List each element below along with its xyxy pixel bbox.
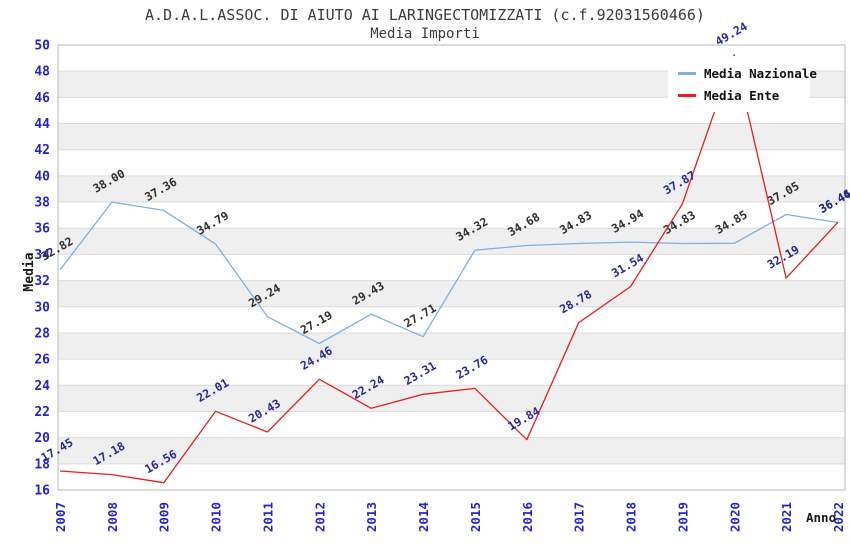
y-tick-label: 24 xyxy=(34,379,50,394)
legend-line-swatch-blue-icon xyxy=(678,71,696,75)
x-tick-label: 2016 xyxy=(520,502,535,532)
plot-band xyxy=(58,306,845,333)
y-tick-label: 28 xyxy=(34,326,50,341)
y-tick-label: 44 xyxy=(34,117,50,132)
data-point-label: 49.24 xyxy=(713,19,750,48)
y-tick-label: 40 xyxy=(34,169,50,184)
x-tick-label: 2012 xyxy=(312,502,327,532)
plot-band xyxy=(58,332,845,360)
plot-border xyxy=(57,44,846,491)
legend-label: Media Ente xyxy=(704,87,780,103)
x-tick-label: 2008 xyxy=(105,502,120,532)
chart-title: A.D.A.L.ASSOC. DI AIUTO AI LARINGECTOMIZ… xyxy=(145,6,705,24)
plot-band xyxy=(58,123,845,150)
plot-band xyxy=(58,228,845,255)
series-line xyxy=(59,54,839,484)
x-tick-label: 2014 xyxy=(416,502,431,532)
plot-band xyxy=(58,149,845,176)
plot-band xyxy=(58,437,845,464)
y-tick-label: 48 xyxy=(34,65,50,80)
y-tick-label: 32 xyxy=(34,274,50,289)
plot-band xyxy=(58,385,845,412)
y-tick-label: 34 xyxy=(34,248,50,263)
plot-band xyxy=(58,175,845,203)
y-tick-label: 22 xyxy=(34,405,50,420)
y-tick-label: 26 xyxy=(34,353,50,368)
y-tick-label: 42 xyxy=(34,143,50,158)
x-tick-label: 2009 xyxy=(157,502,172,532)
x-tick-label: 2022 xyxy=(831,502,846,532)
x-tick-label: 2018 xyxy=(624,502,639,532)
x-tick-label: 2020 xyxy=(727,502,742,532)
x-tick-label: 2011 xyxy=(260,502,275,532)
plot-band xyxy=(58,359,845,386)
chart-legend: Media Nazionale Media Ente xyxy=(668,56,817,112)
x-tick-label: 2021 xyxy=(779,502,794,532)
chart-subtitle: Media Importi xyxy=(370,26,480,42)
plot-band xyxy=(58,463,845,490)
legend-item-media-ente: Media Ente xyxy=(678,84,810,106)
series-line xyxy=(59,201,839,345)
y-tick-label: 38 xyxy=(34,196,50,211)
y-tick-label: 36 xyxy=(34,222,50,237)
plot-band xyxy=(58,280,845,307)
x-axis-title: Anno xyxy=(806,510,837,525)
plot-band xyxy=(58,411,845,438)
y-tick-label: 50 xyxy=(34,39,50,54)
y-tick-label: 18 xyxy=(34,457,50,472)
x-tick-label: 2015 xyxy=(468,502,483,532)
y-tick-label: 16 xyxy=(34,484,50,499)
plot-band xyxy=(58,254,845,281)
y-axis-title: Media xyxy=(22,252,38,292)
y-tick-label: 46 xyxy=(34,91,50,106)
y-tick-label: 20 xyxy=(34,431,50,446)
legend-line-swatch-red-icon xyxy=(678,93,696,97)
y-tick-label: 30 xyxy=(34,300,50,315)
x-tick-label: 2019 xyxy=(675,502,690,532)
plot-band xyxy=(58,202,845,229)
x-tick-label: 2010 xyxy=(209,502,224,532)
legend-label: Media Nazionale xyxy=(704,65,817,81)
x-tick-label: 2013 xyxy=(364,502,379,532)
x-tick-label: 2007 xyxy=(53,502,68,532)
legend-item-media-nazionale: Media Nazionale xyxy=(678,62,817,84)
x-tick-label: 2017 xyxy=(572,502,587,532)
